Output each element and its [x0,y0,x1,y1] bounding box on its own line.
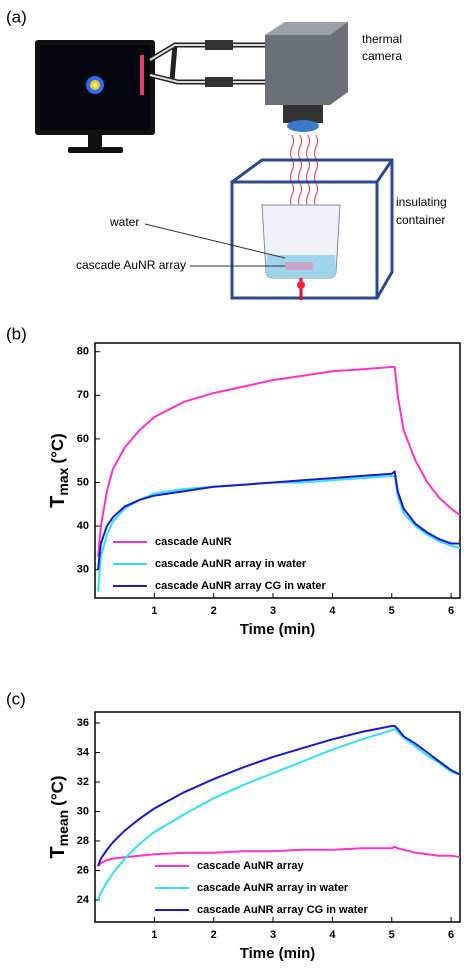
y-axis-label: Tmean (°C) [47,775,70,858]
y-axis-label-main: T [47,846,69,858]
y-axis-label-unit: (°C) [48,775,67,805]
water-label: water [109,215,139,229]
camera-top [265,22,348,35]
monitor-base [68,147,123,153]
legend-label: cascade AuNR [155,536,232,548]
y-axis-label-unit: (°C) [48,433,67,463]
camera-lens-glass [287,120,319,132]
color-bar [140,55,144,95]
x-tick-label: 2 [211,605,217,617]
panel-label: (a) [6,7,27,26]
container-label: insulating [396,195,447,209]
x-tick-label: 2 [211,929,217,941]
leader-line [144,223,286,259]
series-line [97,845,461,867]
container-label: container [396,213,445,227]
y-tick-label: 24 [77,894,90,906]
x-tick-label: 1 [151,605,157,617]
legend-label: cascade AuNR array in water [197,882,349,894]
x-tick-label: 5 [389,929,395,941]
series-line [97,469,460,570]
hot-spot [93,83,97,87]
container-back [231,158,394,299]
y-tick-label: 36 [77,717,89,729]
plug [205,40,233,50]
thermal-camera [265,22,348,132]
series-line [97,727,461,901]
plot-frame [94,342,461,599]
legend-label: cascade AuNR array CG in water [155,580,326,592]
y-tick-label: 60 [77,433,89,445]
camera-label: camera [362,49,402,63]
y-axis-label: Tmax (°C) [47,433,70,508]
cable [149,44,265,83]
legend-label: cascade AuNR array in water [155,558,307,570]
y-tick-label: 26 [77,864,89,876]
x-axis-label: Time (min) [240,945,316,962]
y-tick-label: 80 [77,346,89,358]
y-tick-label: 30 [77,564,89,576]
panel-label: (b) [6,324,27,343]
container-front [230,180,379,300]
x-axis-label: Time (min) [240,621,316,638]
y-tick-label: 28 [77,835,89,847]
camera-lens [283,105,323,123]
plug [205,77,233,87]
monitor [35,40,155,153]
x-tick-label: 6 [448,929,454,941]
y-tick-label: 30 [77,805,89,817]
x-tick-label: 1 [151,929,157,941]
y-tick-label: 70 [77,389,89,401]
series-line [97,366,461,557]
array-label: cascade AuNR array [76,258,186,272]
y-tick-label: 50 [77,476,89,488]
beaker [261,204,341,279]
series-line [97,725,461,867]
plot-frame [94,711,461,923]
monitor-neck [88,135,102,147]
laser-spot [297,281,305,289]
x-tick-label: 4 [329,929,336,941]
legend-label: cascade AuNR array [197,860,304,872]
x-tick-label: 3 [270,929,276,941]
camera-label: thermal [362,32,402,46]
x-tick-label: 6 [448,605,454,617]
panel-label: (c) [6,689,26,708]
series-line [97,474,461,592]
y-axis-label-sub: max [55,467,71,495]
x-tick-label: 3 [270,605,276,617]
insulating-container [230,158,394,300]
camera-body [265,22,348,105]
y-tick-label: 32 [77,776,89,788]
legend-label: cascade AuNR array CG in water [197,904,368,916]
x-tick-label: 5 [389,605,395,617]
y-tick-label: 34 [77,746,90,758]
y-axis-label-sub: mean [55,810,71,847]
y-axis-label-main: T [47,496,69,508]
x-tick-label: 4 [329,605,336,617]
y-tick-label: 40 [77,520,89,532]
aunr-array [285,262,313,270]
